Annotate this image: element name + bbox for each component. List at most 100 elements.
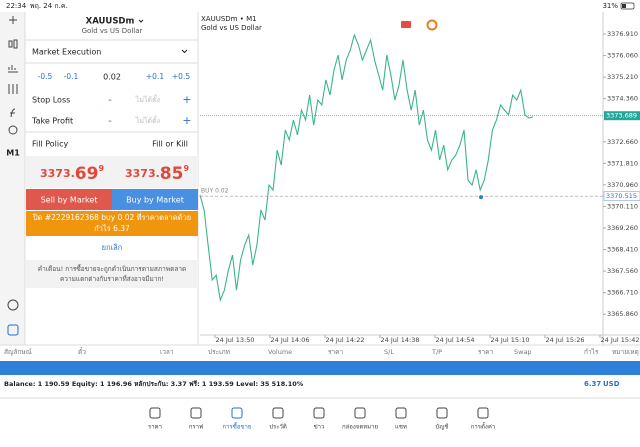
icon[interactable]	[7, 299, 19, 311]
battery-icon	[620, 2, 635, 10]
take-profit-minus[interactable]: -	[108, 116, 112, 127]
y-tick-label: 3374.360	[607, 95, 638, 103]
tab-label[interactable]: กราฟ	[189, 424, 203, 431]
tab-label[interactable]: แชท	[395, 424, 407, 431]
y-tick-label: 3369.260	[607, 224, 638, 232]
cancel[interactable]: ยกเลิก	[102, 243, 123, 252]
column-header: กำไร	[584, 348, 599, 356]
y-tick-label: 3376.060	[607, 52, 638, 60]
chevron	[181, 49, 188, 54]
tab-icon[interactable]	[272, 407, 284, 419]
volume-step[interactable]: -0.5	[38, 72, 53, 81]
icon[interactable]	[10, 108, 16, 118]
sell-button[interactable]	[26, 189, 112, 210]
ask-price: 3373.859	[125, 164, 189, 185]
sell-label[interactable]: Sell by Market	[41, 196, 98, 205]
x-tick-label: 24 Jul 14:06	[271, 336, 310, 344]
tab-icon[interactable]	[231, 407, 243, 419]
close-label[interactable]: ปิด #2229162368 buy 0.02 ที่ราคาตลาดด้วย	[32, 212, 191, 222]
summary: Balance: 1 190.59 Equity: 1 196.96 หลักป…	[4, 380, 304, 388]
close-label[interactable]: กำไร 6.37	[94, 224, 130, 233]
currency: USD	[603, 380, 620, 388]
tab-label[interactable]: กล่องจดหมาย	[342, 424, 378, 431]
warning: ความแตกต่างกับราคาที่ส่งอาจมีมาก!	[60, 274, 164, 283]
icon[interactable]	[426, 19, 438, 31]
tab-icon[interactable]	[395, 407, 407, 419]
tab-icon[interactable]	[149, 407, 161, 419]
tab-label[interactable]: ประวัติ	[269, 424, 287, 431]
status-date: พฤ. 24 ก.ค.	[30, 2, 68, 10]
chart-subtitle: Gold vs US Dollar	[201, 24, 262, 32]
icon[interactable]	[7, 324, 19, 336]
icon[interactable]	[13, 39, 18, 49]
column-header: S/L	[384, 348, 394, 356]
tab-icon[interactable]	[190, 407, 202, 419]
y-tick-label: 3367.560	[607, 267, 638, 275]
icon[interactable]	[8, 65, 18, 73]
tab-label[interactable]: การซื้อขาย	[223, 421, 252, 431]
toolbar	[0, 12, 25, 345]
tab-bar: ราคา กราฟ การซื้อขาย ประวัติ ข่าว กล่องจดหมาย…	[148, 407, 495, 431]
y-tick-label: 3368.410	[607, 246, 638, 254]
icon[interactable]	[8, 84, 18, 94]
volume-step[interactable]: +0.5	[172, 72, 190, 81]
volume-step[interactable]: +0.1	[146, 72, 164, 81]
take-profit-label: Take Profit	[31, 117, 73, 126]
position-label: 3370.515	[606, 192, 637, 200]
timeframe[interactable]: M1	[6, 149, 20, 158]
icon[interactable]	[8, 125, 18, 135]
y-tick-label: 3370.960	[607, 181, 638, 189]
stop-loss-value[interactable]: ไม่ได้ตั้ง	[135, 93, 160, 104]
y-tick-label: 3371.810	[607, 159, 638, 167]
x-tick-label: 24 Jul 15:42	[601, 336, 640, 344]
tab-label[interactable]: ราคา	[148, 424, 162, 431]
symbol[interactable]: XAUUSDm	[86, 17, 135, 27]
warning-box	[26, 260, 198, 288]
bid-price: 3373.699	[40, 164, 104, 185]
icon[interactable]	[8, 40, 13, 48]
position-label-box	[603, 191, 640, 201]
take-profit-value[interactable]: ไม่ได้ตั้ง	[135, 114, 160, 125]
position-tag: BUY 0.02	[201, 188, 229, 195]
stop-loss-plus[interactable]: +	[182, 93, 191, 106]
close-button[interactable]	[26, 211, 198, 236]
volume-step[interactable]: -0.1	[64, 72, 79, 81]
take-profit-plus[interactable]: +	[182, 114, 191, 127]
warning: คำเตือน! การซื้อขายจะถูกดำเนินการตามสภาพ…	[38, 264, 186, 273]
x-tick-label: 24 Jul 14:38	[381, 336, 420, 344]
buy-label[interactable]: Buy by Market	[126, 196, 184, 205]
icon[interactable]	[401, 21, 411, 28]
buy-button[interactable]	[112, 189, 198, 210]
bid-part: 69	[75, 164, 99, 184]
column-header: ราคา	[328, 348, 343, 356]
column-header: Swap	[514, 348, 532, 356]
x-tick-label: 24 Jul 15:10	[491, 336, 530, 344]
order-type[interactable]: Market Execution	[32, 48, 101, 57]
stop-loss-minus[interactable]: -	[108, 95, 112, 106]
column-header: Volume	[268, 348, 292, 356]
position-dot	[479, 195, 483, 200]
ask-part: 85	[160, 164, 184, 184]
tab-icon[interactable]	[354, 407, 366, 419]
volume[interactable]: 0.02	[103, 73, 121, 82]
position-row[interactable]	[0, 361, 640, 375]
tab-label[interactable]: บัญชี	[436, 423, 449, 431]
fill-policy-value[interactable]: Fill or Kill	[152, 140, 188, 149]
battery-level	[622, 4, 626, 8]
tab-label[interactable]: ข่าว	[314, 424, 325, 431]
x-tick-label: 24 Jul 13:50	[216, 336, 255, 344]
tab-label[interactable]: การตั้งค่า	[471, 421, 495, 431]
toolbar-icons	[7, 16, 19, 336]
y-tick-label: 3366.710	[607, 289, 638, 297]
column-header: เวลา	[160, 348, 174, 356]
fill-policy-label: Fill Policy	[32, 140, 69, 149]
bid-label: 3373.689	[606, 112, 637, 120]
symbol-description: Gold vs US Dollar	[82, 27, 143, 35]
tab-icon[interactable]	[313, 407, 325, 419]
tab-icon[interactable]	[436, 407, 448, 419]
y-tick-label: 3370.110	[607, 202, 638, 210]
bid-label-box	[604, 111, 640, 121]
tab-icon[interactable]	[477, 407, 489, 419]
